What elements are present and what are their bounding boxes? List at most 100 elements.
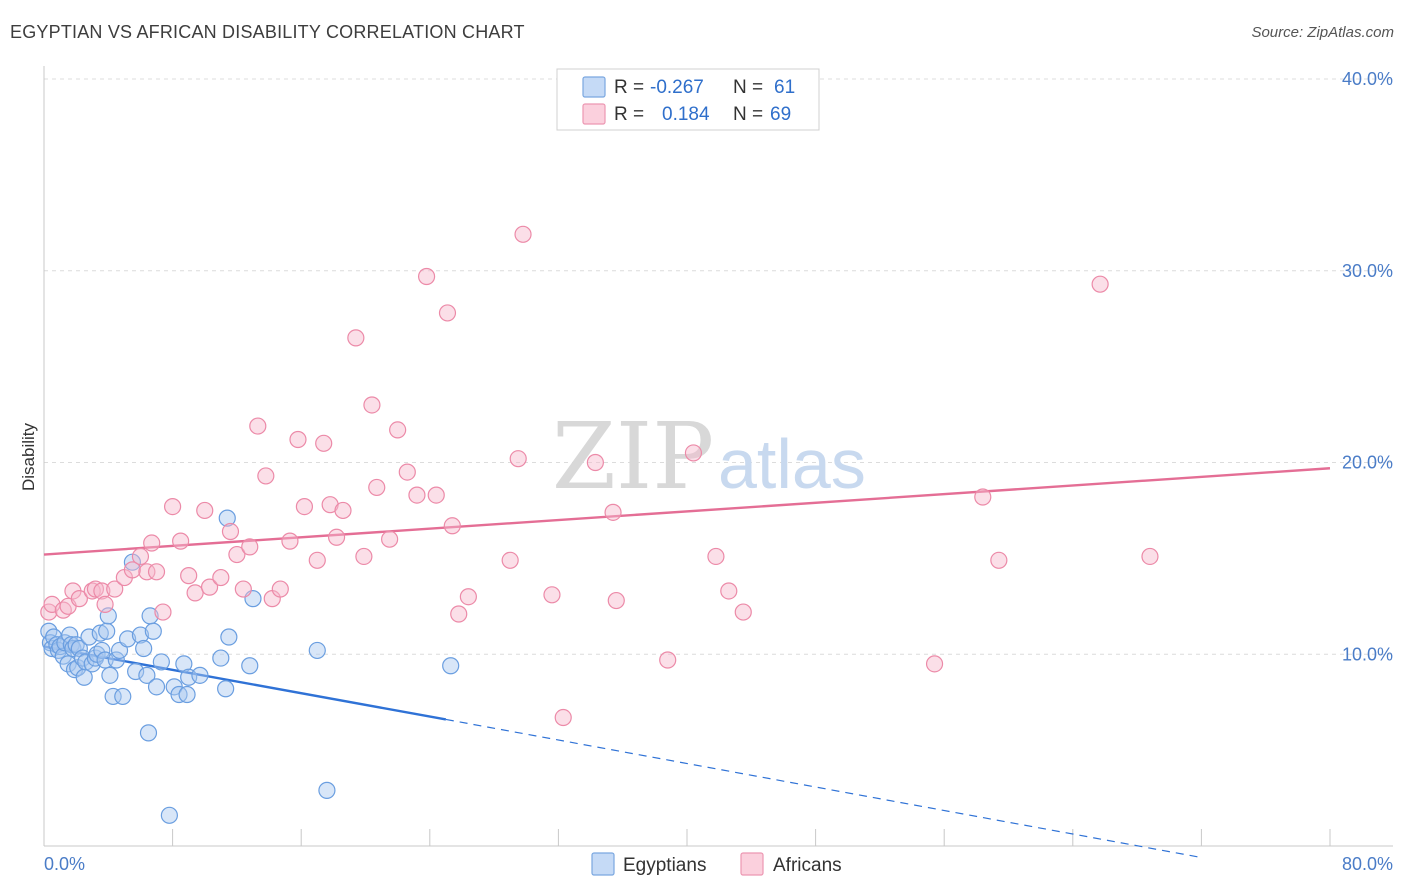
point-africans — [368, 478, 386, 497]
point-africans — [684, 444, 703, 462]
point-egyptians — [93, 641, 111, 660]
point-africans — [408, 486, 426, 504]
point-africans — [398, 463, 416, 481]
legend-r-value-1: -0.267 — [650, 77, 704, 98]
point-africans — [450, 605, 468, 623]
point-africans — [70, 590, 88, 608]
point-egyptians — [308, 641, 326, 660]
correlation-legend: R = -0.267 N = 61 R = 0.184 N = 69 — [556, 68, 820, 131]
point-egyptians — [147, 678, 166, 696]
point-africans — [543, 586, 561, 604]
point-africans — [138, 563, 156, 581]
point-africans — [106, 580, 124, 598]
point-africans — [501, 551, 519, 569]
point-africans — [720, 582, 738, 600]
point-africans — [180, 567, 198, 585]
point-africans — [990, 551, 1008, 569]
point-africans — [96, 595, 114, 613]
point-africans — [172, 532, 190, 550]
y-tick-label: 40.0% — [1342, 69, 1393, 89]
point-egyptians — [217, 680, 235, 698]
point-africans — [196, 501, 214, 520]
data-points — [40, 225, 1159, 824]
y-tick-label: 30.0% — [1342, 261, 1393, 281]
point-egyptians — [318, 781, 336, 799]
point-africans — [147, 563, 166, 581]
watermark: ZIP atlas — [552, 403, 866, 510]
point-egyptians — [212, 649, 230, 667]
point-africans — [381, 530, 399, 548]
point-africans — [389, 421, 407, 439]
point-africans — [586, 453, 604, 472]
point-africans — [363, 396, 381, 414]
legend-r-value-2: 0.184 — [662, 104, 710, 125]
point-africans — [249, 417, 267, 435]
point-africans — [1091, 275, 1109, 293]
point-africans — [509, 450, 527, 468]
point-egyptians — [160, 806, 178, 824]
point-egyptians — [442, 657, 460, 675]
point-africans — [604, 503, 622, 521]
point-egyptians — [218, 509, 236, 527]
point-africans — [607, 591, 625, 610]
point-africans — [123, 561, 142, 579]
point-africans — [154, 603, 172, 621]
point-africans — [734, 603, 752, 621]
bottom-legend-label-africans: Africans — [773, 855, 842, 876]
point-africans — [308, 551, 326, 569]
legend-swatch-africans — [582, 103, 606, 125]
legend-r-label-1: R = — [614, 77, 644, 98]
chart-title: EGYPTIAN VS AFRICAN DISABILITY CORRELATI… — [10, 22, 525, 42]
point-africans — [327, 528, 346, 546]
point-egyptians — [118, 630, 137, 648]
point-egyptians — [98, 622, 116, 640]
point-africans — [143, 534, 161, 552]
axes — [43, 66, 1393, 847]
legend-swatch-egyptians — [582, 76, 606, 98]
point-africans — [212, 568, 230, 587]
point-africans — [131, 547, 150, 566]
point-africans — [347, 329, 365, 347]
point-egyptians — [175, 655, 193, 673]
point-africans — [355, 547, 373, 566]
point-africans — [164, 498, 182, 516]
point-africans — [459, 588, 477, 606]
point-africans — [234, 580, 252, 598]
point-africans — [271, 580, 289, 598]
legend-n-label-1: N = — [733, 77, 763, 98]
legend-n-value-2: 69 — [770, 104, 791, 125]
point-egyptians — [139, 724, 158, 742]
watermark-atlas: atlas — [718, 425, 866, 503]
point-africans — [315, 434, 333, 452]
watermark-zip: ZIP — [552, 403, 714, 510]
point-egyptians — [138, 666, 156, 684]
point-egyptians — [241, 657, 259, 675]
y-tick-label: 10.0% — [1342, 644, 1393, 664]
point-africans — [443, 517, 461, 535]
grid-lines — [44, 78, 1393, 655]
legend-n-label-2: N = — [733, 104, 763, 125]
point-africans — [427, 486, 445, 504]
point-egyptians — [220, 628, 238, 646]
point-egyptians — [104, 687, 122, 706]
point-egyptians — [114, 687, 132, 706]
point-egyptians — [131, 626, 150, 644]
legend-n-value-1: 61 — [774, 77, 795, 98]
point-egyptians — [101, 666, 119, 684]
bottom-legend-swatch-africans — [740, 852, 764, 876]
x-tick-label: 80.0% — [1342, 854, 1393, 874]
point-egyptians — [152, 653, 170, 671]
point-egyptians — [91, 624, 109, 642]
point-africans — [417, 267, 436, 286]
point-egyptians — [127, 662, 145, 681]
point-africans — [289, 430, 307, 449]
bottom-legend-swatch-egyptians — [591, 852, 615, 876]
y-axis-label: Disability — [19, 422, 38, 491]
x-tick-labels: 0.0% 80.0% — [44, 854, 1393, 874]
point-egyptians — [80, 628, 98, 646]
point-africans — [281, 532, 299, 550]
y-tick-label: 20.0% — [1342, 453, 1393, 473]
point-egyptians — [107, 651, 125, 669]
point-africans — [186, 584, 204, 602]
